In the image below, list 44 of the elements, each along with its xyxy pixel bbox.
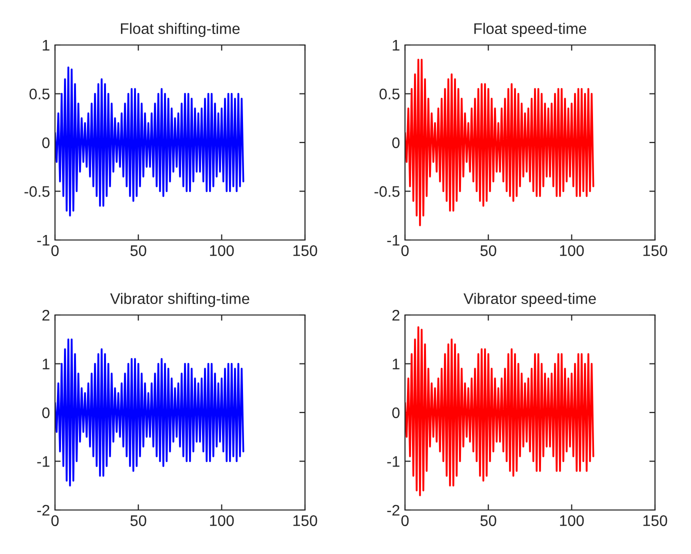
line-series: [405, 326, 594, 496]
y-tick-label: 0: [42, 407, 50, 418]
y-tick-label: -1: [387, 235, 400, 246]
line-series: [405, 58, 594, 226]
x-tick-label: 0: [401, 245, 409, 256]
x-tick-label: 50: [480, 245, 496, 256]
y-tick-label: -1: [387, 456, 400, 467]
y-tick-label: 2: [392, 310, 400, 321]
chart-title: Float speed-time: [474, 22, 586, 38]
x-tick-label: 0: [51, 245, 59, 256]
y-tick-label: 0: [392, 407, 400, 418]
line-series: [55, 338, 244, 487]
x-tick-label: 100: [210, 245, 234, 256]
y-tick-label: 1: [42, 40, 50, 51]
x-tick-label: 50: [480, 515, 496, 526]
x-tick-label: 0: [401, 515, 409, 526]
x-tick-label: 50: [130, 245, 146, 256]
y-tick-label: 0.5: [30, 88, 50, 100]
y-tick-label: 0: [392, 137, 400, 148]
x-tick-label: 150: [293, 515, 318, 526]
chart-title: Vibrator speed-time: [464, 292, 596, 308]
x-tick-label: 100: [560, 245, 584, 256]
x-tick-label: 150: [293, 245, 318, 256]
line-series: [55, 66, 244, 217]
x-tick-label: 100: [210, 515, 234, 526]
y-tick-label: 0: [42, 137, 50, 148]
x-tick-label: 50: [130, 515, 146, 526]
y-tick-label: 1: [42, 358, 50, 370]
x-tick-label: 0: [51, 515, 59, 526]
y-tick-label: -0.5: [24, 186, 50, 197]
y-tick-label: -0.5: [374, 186, 400, 197]
x-tick-label: 150: [643, 245, 668, 256]
y-tick-label: -2: [37, 504, 50, 516]
y-tick-label: 1: [392, 40, 400, 51]
y-tick-label: -2: [387, 504, 400, 516]
chart-title: Vibrator shifting-time: [110, 292, 250, 308]
y-tick-label: -1: [37, 235, 50, 246]
y-tick-label: -1: [37, 456, 50, 467]
y-tick-label: 1: [392, 358, 400, 370]
chart-title: Float shifting-time: [120, 22, 240, 38]
y-tick-label: 0.5: [380, 88, 400, 100]
x-tick-label: 150: [643, 515, 668, 526]
x-tick-label: 100: [560, 515, 584, 526]
y-tick-label: 2: [42, 310, 50, 321]
